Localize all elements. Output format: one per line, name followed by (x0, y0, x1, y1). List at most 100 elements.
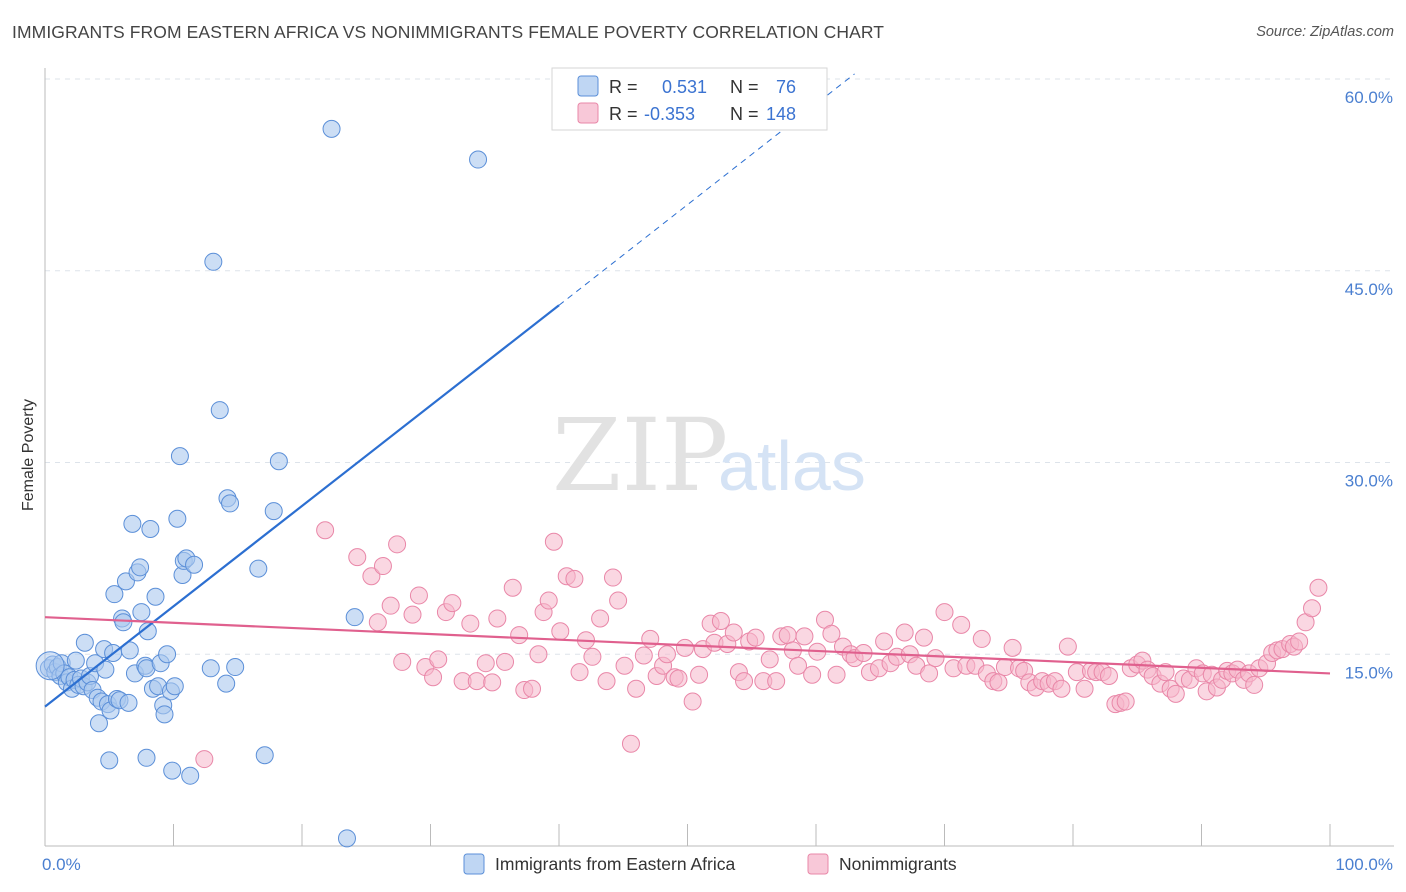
data-point-nonimmigrants (529, 645, 548, 664)
data-point-nonimmigrants (669, 669, 688, 688)
data-point-nonimmigrants (609, 591, 628, 610)
data-point-nonimmigrants (789, 656, 808, 675)
chart-title: IMMIGRANTS FROM EASTERN AFRICA VS NONIMM… (12, 22, 885, 42)
data-point-nonimmigrants (920, 664, 939, 683)
legend-box: R = 0.531 N = 76 R = -0.353 N = 148 (551, 67, 828, 131)
data-point-nonimmigrants (424, 668, 443, 687)
data-point-nonimmigrants (895, 623, 914, 642)
data-point-nonimmigrants (778, 626, 797, 645)
data-point-nonimmigrants (627, 679, 646, 698)
legend-r-value-1: 0.531 (657, 77, 707, 97)
watermark-zip: ZIP (552, 397, 728, 514)
data-point-nonimmigrants (795, 627, 814, 646)
data-point-nonimmigrants (735, 672, 754, 691)
data-point-nonimmigrants (690, 665, 709, 684)
legend-r-value-2: -0.353 (644, 104, 695, 124)
data-point-nonimmigrants (476, 654, 495, 673)
axes (44, 68, 1394, 847)
data-point-nonimmigrants (503, 578, 522, 597)
data-point-nonimmigrants (926, 649, 945, 668)
data-point-immigrants (249, 559, 268, 578)
data-point-nonimmigrants (539, 591, 558, 610)
data-point-immigrants (469, 150, 488, 169)
data-point-immigrants (141, 519, 160, 538)
data-point-immigrants (89, 714, 108, 733)
data-point-nonimmigrants (621, 734, 640, 753)
data-point-nonimmigrants (403, 605, 422, 624)
data-point-nonimmigrants (368, 613, 387, 632)
data-point-nonimmigrants (1309, 578, 1328, 597)
data-point-immigrants (181, 766, 200, 785)
legend-n-value-1: 76 (776, 77, 796, 97)
data-point-nonimmigrants (461, 614, 480, 633)
y-tick-label: 15.0% (1345, 663, 1393, 682)
data-point-nonimmigrants (388, 535, 407, 554)
data-point-immigrants (226, 658, 245, 677)
data-point-nonimmigrants (591, 609, 610, 628)
data-point-nonimmigrants (488, 609, 507, 628)
bottom-legend-label-immigrants: Immigrants from Eastern Africa (495, 854, 735, 874)
series-nonimmigrants (195, 521, 1328, 769)
data-point-nonimmigrants (195, 750, 214, 769)
data-point-nonimmigrants (675, 638, 694, 657)
data-point-immigrants (185, 555, 204, 574)
data-point-immigrants (204, 252, 223, 271)
y-tick-label: 30.0% (1345, 472, 1393, 491)
y-tick-labels: 15.0% 30.0% 45.0% 60.0% (1345, 88, 1393, 682)
data-point-nonimmigrants (510, 626, 529, 645)
data-point-nonimmigrants (551, 622, 570, 641)
data-point-nonimmigrants (381, 596, 400, 615)
data-point-nonimmigrants (767, 672, 786, 691)
data-point-nonimmigrants (1290, 632, 1309, 651)
data-point-immigrants (66, 651, 85, 670)
bottom-legend: Immigrants from Eastern Africa Nonimmigr… (463, 853, 957, 875)
legend-n-value-2: 148 (766, 104, 796, 124)
data-point-immigrants (221, 494, 240, 513)
data-point-nonimmigrants (1156, 663, 1175, 682)
data-point-immigrants (337, 829, 356, 848)
data-point-nonimmigrants (1245, 675, 1264, 694)
data-point-nonimmigrants (544, 532, 563, 551)
data-point-nonimmigrants (597, 672, 616, 691)
data-point-nonimmigrants (496, 652, 515, 671)
data-point-immigrants (345, 608, 364, 627)
legend-r-label-1: R = (609, 77, 638, 97)
legend-n-label-2: N = (730, 104, 759, 124)
data-point-nonimmigrants (1003, 638, 1022, 657)
legend-swatch-immigrants (577, 75, 599, 97)
data-point-immigrants (137, 748, 156, 767)
data-point-nonimmigrants (467, 672, 486, 691)
data-point-immigrants (105, 585, 124, 604)
data-point-nonimmigrants (760, 650, 779, 669)
source-label: Source: ZipAtlas.com (1256, 24, 1394, 40)
watermark-atlas: atlas (718, 427, 866, 505)
data-point-nonimmigrants (1116, 692, 1135, 711)
data-point-nonimmigrants (523, 679, 542, 698)
data-point-nonimmigrants (875, 632, 894, 651)
data-point-immigrants (170, 447, 189, 466)
data-point-nonimmigrants (803, 665, 822, 684)
data-point-nonimmigrants (724, 623, 743, 642)
data-point-nonimmigrants (657, 645, 676, 664)
data-point-immigrants (75, 633, 94, 652)
data-point-nonimmigrants (683, 692, 702, 711)
data-point-nonimmigrants (393, 652, 412, 671)
data-point-nonimmigrants (989, 673, 1008, 692)
data-point-nonimmigrants (827, 665, 846, 684)
x-tick-labels: 0.0% 100.0% (42, 855, 1393, 874)
x-tick-label: 0.0% (42, 855, 81, 874)
data-point-immigrants (210, 401, 229, 420)
data-point-nonimmigrants (373, 557, 392, 576)
bottom-legend-swatch-immigrants (463, 853, 485, 875)
data-point-nonimmigrants (316, 521, 335, 540)
grid-lines (45, 78, 1394, 655)
data-point-nonimmigrants (483, 673, 502, 692)
data-point-immigrants (100, 751, 119, 770)
data-point-immigrants (132, 603, 151, 622)
data-point-nonimmigrants (1166, 684, 1185, 703)
data-point-immigrants (158, 645, 177, 664)
data-point-nonimmigrants (1052, 679, 1071, 698)
data-point-immigrants (255, 746, 274, 765)
data-point-nonimmigrants (972, 629, 991, 648)
